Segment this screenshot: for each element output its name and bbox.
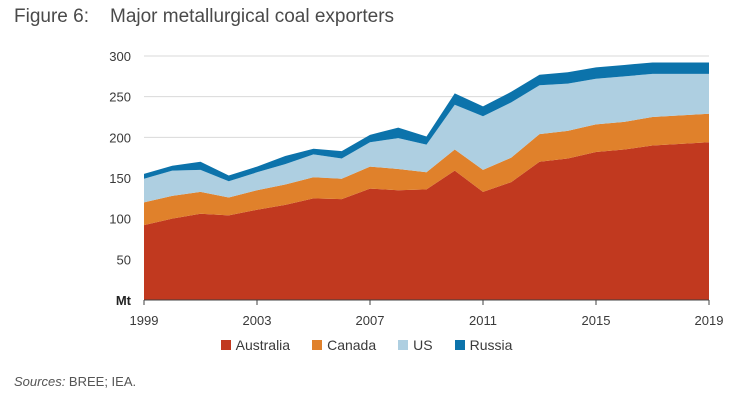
y-tick-label-250: 250 <box>109 90 131 105</box>
legend-label: Canada <box>327 337 377 353</box>
x-tick-labels: 1999 2003 2007 2011 2015 2019 <box>130 300 724 328</box>
area-series <box>144 62 709 300</box>
x-tick-label-2019: 2019 <box>695 313 724 328</box>
sources-text: BREE; IEA. <box>65 374 137 389</box>
figure-header: Figure 6: Major metallurgical coal export… <box>14 6 394 28</box>
x-tick-label-2015: 2015 <box>582 313 611 328</box>
area-us <box>144 73 709 203</box>
area-russia <box>144 62 709 182</box>
figure-number: Figure 6: <box>14 6 89 27</box>
y-tick-labels: 50 100 150 200 250 300 <box>109 49 131 267</box>
legend-label: Russia <box>469 337 513 353</box>
legend-item-australia: Australia <box>220 337 291 353</box>
sources-label: Sources: <box>14 374 66 389</box>
legend-item-canada: Canada <box>312 337 376 353</box>
y-tick-label-200: 200 <box>109 130 131 145</box>
y-axis-unit-label: Mt <box>116 293 132 308</box>
legend-swatch <box>220 340 231 350</box>
legend-swatch <box>398 340 409 350</box>
y-tick-label-150: 150 <box>109 171 131 186</box>
y-tick-label-100: 100 <box>109 212 131 227</box>
legend-item-russia: Russia <box>454 337 513 353</box>
area-canada <box>144 113 709 226</box>
sources-note: Sources: BREE; IEA. <box>14 374 136 389</box>
x-tick-label-2007: 2007 <box>356 313 385 328</box>
chart-legend: Australia Canada US Russia <box>0 337 733 353</box>
y-tick-label-50: 50 <box>117 252 131 267</box>
legend-item-us: US <box>398 337 433 353</box>
x-tick-label-2011: 2011 <box>469 313 497 328</box>
legend-swatch <box>312 340 323 350</box>
legend-label: US <box>413 337 433 353</box>
x-tick-label-2003: 2003 <box>243 313 272 328</box>
figure-title: Major metallurgical coal exporters <box>110 6 395 27</box>
area-australia <box>144 142 709 300</box>
axes: Mt <box>116 293 709 308</box>
legend-swatch <box>454 340 465 350</box>
x-tick-label-1999: 1999 <box>130 313 159 328</box>
legend-label: Australia <box>235 337 291 353</box>
y-tick-label-300: 300 <box>109 49 131 64</box>
